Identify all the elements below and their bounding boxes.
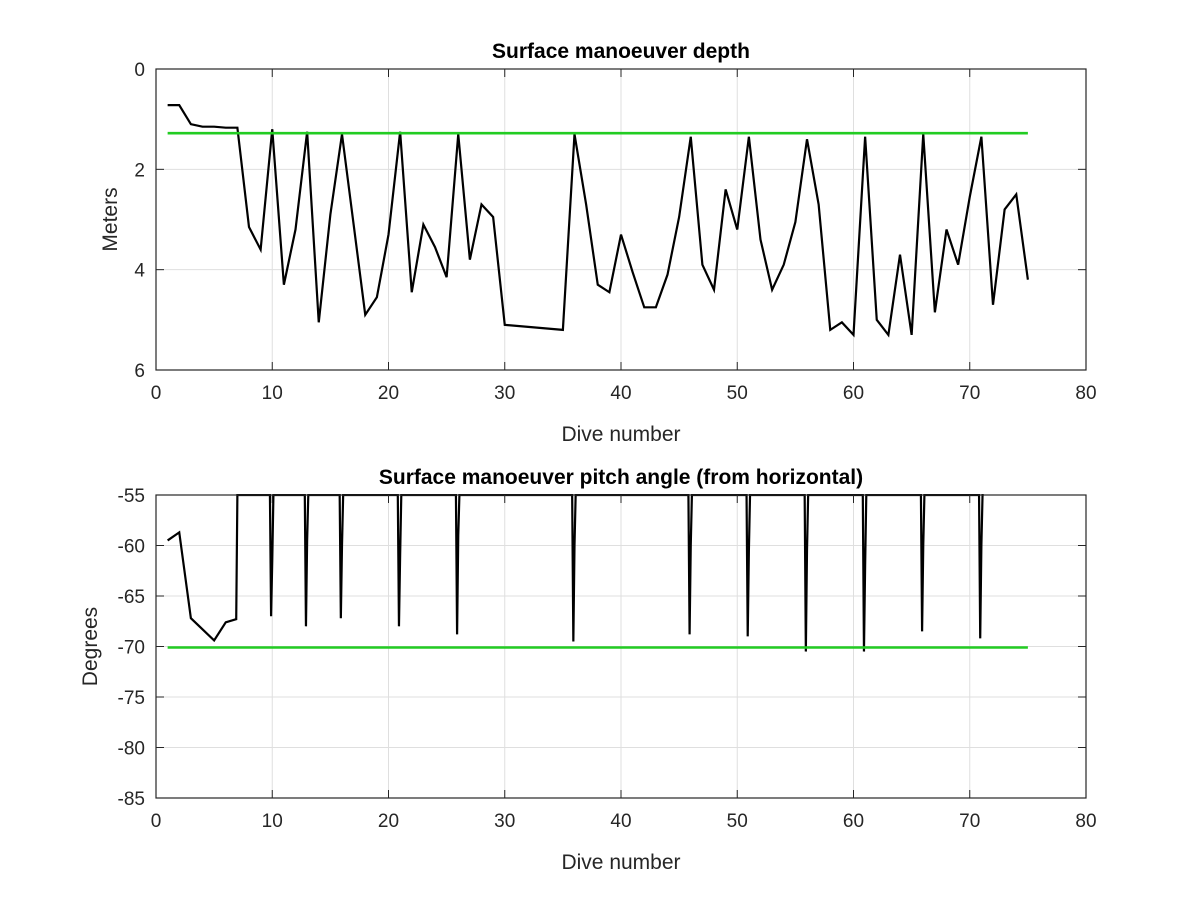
- x-tick-label: 0: [151, 383, 162, 404]
- y-tick-label: -80: [118, 739, 145, 760]
- x-tick-label: 80: [1075, 811, 1096, 832]
- depth-chart-panel: 0 10 20 30 40 50 60 70 80 0 2 4 6 Surface manoeuver d…: [99, 40, 1097, 446]
- x-tick-label: 50: [727, 383, 748, 404]
- x-tick-label: 20: [378, 811, 399, 832]
- chart-title: Surface manoeuver depth: [492, 40, 750, 63]
- y-tick-label: -60: [118, 537, 145, 558]
- y-tick-label: 4: [134, 261, 145, 282]
- x-tick-label: 60: [843, 811, 864, 832]
- y-tick-label: 0: [134, 60, 145, 81]
- x-axis-label: Dive number: [561, 851, 680, 874]
- x-tick-label: 20: [378, 383, 399, 404]
- y-axis-label: Degrees: [79, 607, 102, 686]
- y-tick-label: -65: [118, 587, 145, 608]
- pitch-chart-panel: 0 10 20 30 40 50 60 70 80 -55 -60 -65 -70 -75 -80 -85 Su…: [79, 466, 1097, 874]
- y-tick-label: -75: [118, 688, 145, 709]
- y-tick-label: 6: [134, 361, 145, 382]
- x-tick-label: 70: [959, 383, 980, 404]
- x-tick-label: 10: [262, 811, 283, 832]
- x-tick-label: 10: [262, 383, 283, 404]
- x-tick-label: 40: [610, 383, 631, 404]
- x-tick-label: 50: [727, 811, 748, 832]
- x-tick-label: 80: [1075, 383, 1096, 404]
- x-tick-label: 30: [494, 383, 515, 404]
- chart-title: Surface manoeuver pitch angle (from hori…: [379, 466, 863, 489]
- x-tick-label: 40: [610, 811, 631, 832]
- x-tick-label: 0: [151, 811, 162, 832]
- y-tick-label: -55: [118, 486, 145, 507]
- x-tick-label: 30: [494, 811, 515, 832]
- x-tick-label: 60: [843, 383, 864, 404]
- data-series-line: [167, 104, 1029, 338]
- y-tick-label: -85: [118, 789, 145, 810]
- x-tick-label: 70: [959, 811, 980, 832]
- y-tick-label: -70: [118, 638, 145, 659]
- x-axis-label: Dive number: [561, 423, 680, 446]
- y-axis-label: Meters: [99, 187, 122, 251]
- y-tick-label: 2: [134, 160, 145, 181]
